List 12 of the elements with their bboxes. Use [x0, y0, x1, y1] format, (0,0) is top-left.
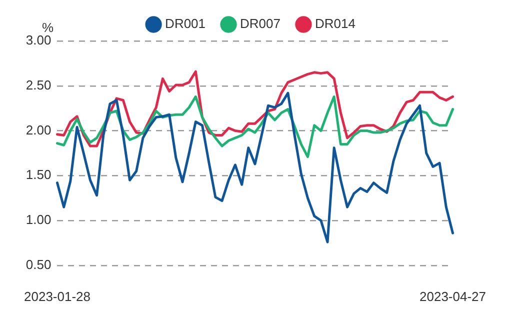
x-tick-label: 2023-04-27 [420, 288, 486, 304]
legend-label: DR001 [165, 16, 206, 32]
y-tick-label: 1.00 [26, 212, 52, 228]
y-tick-label: 1.50 [26, 167, 52, 182]
legend-label: DR014 [314, 16, 356, 32]
y-tick-label: 0.50 [26, 256, 52, 272]
x-tick-label: 2023-01-28 [24, 288, 90, 304]
y-axis-title: % [42, 20, 54, 36]
y-tick-label: 2.00 [26, 122, 52, 138]
y-tick-label: 2.50 [26, 77, 52, 92]
y-tick-label: 3.00 [26, 32, 52, 48]
legend-label: DR007 [240, 16, 280, 32]
